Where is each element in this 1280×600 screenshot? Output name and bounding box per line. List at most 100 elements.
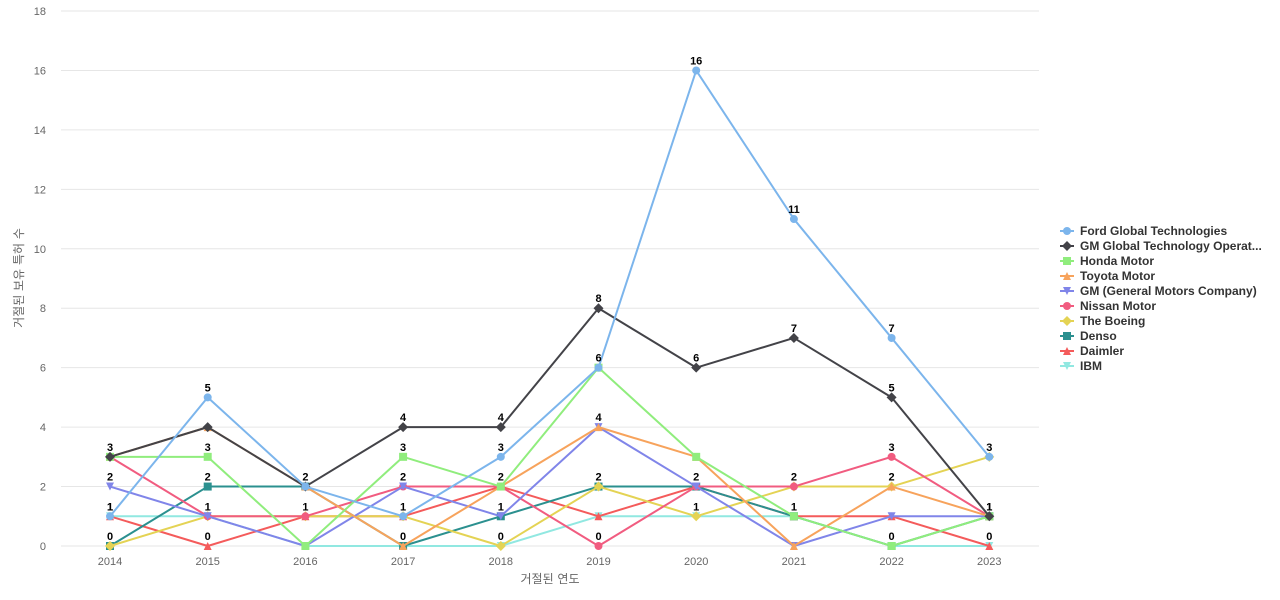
data-point[interactable]: [985, 542, 994, 550]
data-point[interactable]: [398, 422, 409, 433]
data-label: 4: [595, 412, 602, 424]
data-point[interactable]: [887, 333, 896, 342]
data-label: 5: [205, 382, 211, 394]
data-point[interactable]: [593, 481, 604, 492]
data-point[interactable]: [788, 332, 799, 343]
data-label: 6: [693, 353, 699, 365]
legend-label: GM Global Technology Operat...: [1080, 239, 1262, 253]
data-point[interactable]: [105, 541, 115, 551]
legend-item[interactable]: Toyota Motor: [1060, 269, 1155, 283]
legend-marker: [1063, 332, 1071, 340]
series-lines: [105, 66, 995, 551]
legend-item[interactable]: IBM: [1060, 359, 1102, 373]
data-point[interactable]: [789, 542, 798, 550]
data-point[interactable]: [495, 422, 506, 433]
x-tick-label: 2016: [293, 556, 317, 568]
data-point[interactable]: [106, 512, 114, 521]
data-label: 1: [400, 501, 406, 513]
legend-item[interactable]: Daimler: [1060, 344, 1124, 358]
y-axis-title: 거절된 보유 특허 수: [12, 228, 26, 328]
legend-label: Toyota Motor: [1080, 269, 1155, 283]
legend-item[interactable]: Ford Global Technologies: [1060, 224, 1227, 238]
data-point[interactable]: [594, 512, 603, 521]
y-tick-label: 6: [40, 363, 46, 375]
legend-label: Daimler: [1080, 344, 1124, 358]
legend-item[interactable]: GM Global Technology Operat...: [1060, 239, 1262, 253]
x-tick-label: 2019: [586, 556, 610, 568]
data-point[interactable]: [399, 452, 408, 461]
legend-item[interactable]: Nissan Motor: [1060, 299, 1156, 313]
data-point[interactable]: [203, 393, 212, 402]
data-point[interactable]: [301, 542, 310, 550]
data-point[interactable]: [203, 512, 212, 521]
data-point[interactable]: [106, 482, 114, 491]
data-point[interactable]: [594, 542, 603, 550]
data-label: 7: [889, 323, 895, 335]
y-tick-label: 4: [40, 422, 46, 434]
data-label: 3: [889, 442, 895, 454]
data-point[interactable]: [495, 541, 506, 551]
x-tick-label: 2017: [391, 556, 415, 568]
data-label: 4: [498, 412, 505, 424]
series-line: [109, 307, 991, 517]
data-point[interactable]: [399, 542, 408, 550]
data-point[interactable]: [496, 512, 505, 521]
data-label: 0: [498, 531, 504, 543]
data-label: 3: [107, 442, 113, 454]
grid-lines: [61, 10, 1039, 547]
data-label: 0: [595, 531, 601, 543]
data-point[interactable]: [301, 482, 310, 491]
data-point[interactable]: [496, 452, 505, 461]
legend-item[interactable]: Honda Motor: [1060, 254, 1154, 268]
data-point[interactable]: [692, 482, 701, 491]
legend-item[interactable]: GM (General Motors Company): [1060, 284, 1257, 298]
legend-label: Nissan Motor: [1080, 299, 1156, 313]
series-line: [109, 69, 991, 518]
data-point[interactable]: [692, 452, 701, 461]
data-point[interactable]: [789, 482, 798, 491]
data-label: 3: [400, 442, 406, 454]
data-point[interactable]: [985, 452, 994, 461]
data-label: 0: [400, 531, 406, 543]
y-tick-label: 0: [40, 541, 46, 553]
data-point[interactable]: [203, 542, 212, 550]
data-point[interactable]: [105, 451, 115, 462]
legend-marker: [1063, 227, 1071, 235]
data-point[interactable]: [887, 512, 896, 521]
y-tick-label: 18: [34, 6, 46, 18]
data-point[interactable]: [301, 512, 310, 521]
data-point[interactable]: [399, 512, 408, 521]
data-point[interactable]: [203, 452, 212, 461]
x-tick-label: 2021: [782, 556, 806, 568]
data-point[interactable]: [691, 362, 702, 373]
data-point[interactable]: [984, 511, 995, 522]
data-point[interactable]: [887, 482, 896, 491]
data-point[interactable]: [496, 482, 505, 491]
legend-item[interactable]: The Boeing: [1060, 314, 1145, 328]
data-point[interactable]: [593, 303, 604, 314]
data-label: 3: [205, 442, 211, 454]
data-point[interactable]: [203, 482, 212, 491]
data-point[interactable]: [886, 392, 897, 403]
data-point[interactable]: [789, 215, 798, 224]
data-point[interactable]: [887, 542, 896, 550]
series-ford-global-technologies[interactable]: [106, 66, 994, 521]
legend-label: IBM: [1080, 359, 1102, 373]
data-point[interactable]: [887, 452, 896, 461]
data-point[interactable]: [691, 511, 702, 522]
data-point[interactable]: [594, 423, 603, 432]
data-point[interactable]: [399, 482, 408, 491]
x-axis-ticks: 2014 2015 2016 2017 2018 2019 2020 2021 2022 2023: [98, 556, 1002, 568]
x-tick-label: 2018: [489, 556, 513, 568]
data-point[interactable]: [594, 363, 603, 372]
series-ibm[interactable]: [106, 512, 994, 550]
legend-marker: [1063, 362, 1071, 370]
data-point[interactable]: [692, 66, 701, 75]
data-label: 1: [986, 501, 992, 513]
data-point[interactable]: [789, 512, 798, 521]
data-label: 1: [986, 501, 992, 513]
legend-item[interactable]: Denso: [1060, 329, 1117, 343]
data-point[interactable]: [202, 422, 213, 433]
legend-marker: [1062, 316, 1072, 326]
